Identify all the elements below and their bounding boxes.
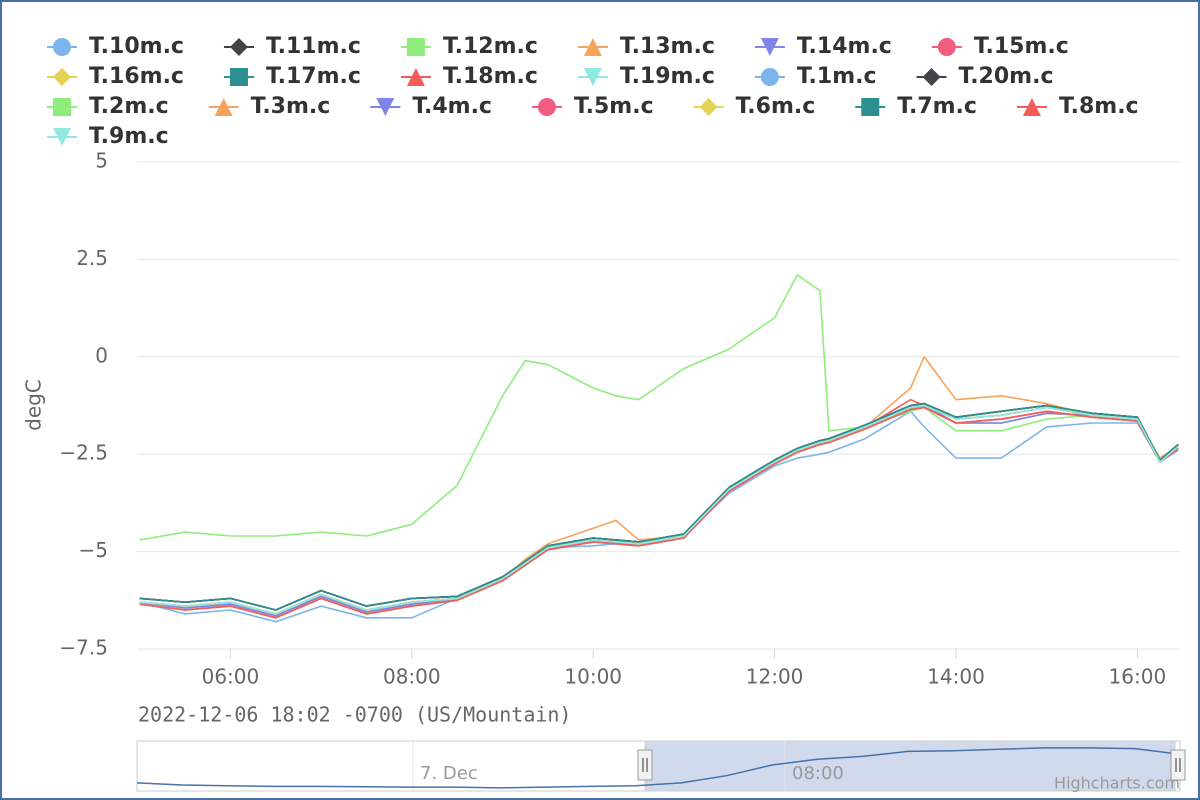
legend-label: T.13m.c bbox=[620, 34, 715, 59]
legend-symbol bbox=[1022, 98, 1041, 116]
legend-item[interactable]: T.7m.c bbox=[855, 94, 977, 119]
legend-symbol bbox=[537, 98, 556, 116]
series-line bbox=[139, 406, 1179, 619]
legend-item[interactable]: T.14m.c bbox=[754, 34, 892, 59]
legend-label: T.7m.c bbox=[897, 94, 977, 119]
series-line bbox=[139, 274, 1179, 541]
navigator-label: 7. Dec bbox=[420, 763, 478, 784]
legend-symbol bbox=[406, 68, 425, 86]
x-tick-label: 10:00 bbox=[564, 665, 622, 689]
legend-symbol bbox=[583, 38, 602, 56]
x-tick-label: 08:00 bbox=[383, 665, 441, 689]
navigator-range[interactable] bbox=[644, 740, 1176, 792]
legend-item[interactable]: T.13m.c bbox=[577, 34, 715, 59]
legend-label: T.18m.c bbox=[443, 64, 538, 89]
legend-symbol bbox=[861, 98, 880, 116]
legend-symbol bbox=[922, 68, 941, 86]
legend-item[interactable]: T.9m.c bbox=[47, 124, 169, 149]
series-line bbox=[139, 402, 1179, 611]
y-tick-label: −5 bbox=[79, 538, 108, 562]
legend-symbol bbox=[53, 98, 71, 116]
x-tick-label: 06:00 bbox=[202, 665, 260, 689]
legend-item[interactable]: T.5m.c bbox=[531, 94, 654, 119]
legend-item[interactable]: T.6m.c bbox=[693, 94, 816, 119]
legend-label: T.9m.c bbox=[89, 124, 169, 149]
navigator-line bbox=[136, 747, 1181, 789]
legend-label: T.11m.c bbox=[266, 34, 361, 59]
navigator-handle[interactable] bbox=[1170, 749, 1186, 781]
y-axis-title: degC bbox=[22, 379, 46, 431]
legend-label: T.6m.c bbox=[736, 94, 816, 119]
legend-symbol bbox=[214, 98, 233, 116]
legend-item[interactable]: T.20m.c bbox=[916, 64, 1054, 89]
legend-label: T.3m.c bbox=[251, 94, 331, 119]
legend-symbol bbox=[583, 68, 602, 86]
legend-item[interactable]: T.16m.c bbox=[47, 64, 184, 89]
y-tick-label: −7.5 bbox=[59, 636, 108, 660]
legend-symbol bbox=[406, 38, 425, 56]
legend-label: T.20m.c bbox=[959, 64, 1054, 89]
navigator-label: 08:00 bbox=[792, 763, 844, 784]
legend-symbol bbox=[760, 38, 779, 56]
legend-label: T.5m.c bbox=[574, 94, 654, 119]
y-tick-label: 5 bbox=[95, 149, 108, 173]
legend-symbol bbox=[53, 38, 71, 56]
credits[interactable]: Highcharts.com bbox=[1054, 774, 1180, 793]
legend-item[interactable]: T.11m.c bbox=[223, 34, 361, 59]
legend-item[interactable]: T.4m.c bbox=[370, 94, 492, 119]
series-line bbox=[139, 404, 1179, 615]
legend-label: T.2m.c bbox=[89, 94, 169, 119]
legend-item[interactable]: T.3m.c bbox=[208, 94, 331, 119]
legend-label: T.10m.c bbox=[89, 34, 184, 59]
legend-item[interactable]: T.19m.c bbox=[577, 64, 715, 89]
legend-label: T.17m.c bbox=[266, 64, 361, 89]
x-tick-label: 16:00 bbox=[1109, 665, 1167, 689]
legend-label: T.14m.c bbox=[797, 34, 892, 59]
legend-symbol bbox=[53, 68, 71, 86]
y-tick-label: 2.5 bbox=[76, 246, 108, 270]
legend-symbol bbox=[937, 38, 956, 56]
x-tick-label: 14:00 bbox=[927, 665, 985, 689]
subtitle: 2022-12-06 18:02 -0700 (US/Mountain) bbox=[138, 703, 571, 727]
y-tick-label: 0 bbox=[95, 343, 108, 367]
legend-symbol bbox=[376, 98, 395, 116]
legend-item[interactable]: T.8m.c bbox=[1016, 94, 1139, 119]
navigator-handle[interactable] bbox=[637, 749, 653, 781]
legend-item[interactable]: T.1m.c bbox=[754, 64, 877, 89]
y-tick-label: −2.5 bbox=[59, 441, 108, 465]
x-tick-label: 12:00 bbox=[746, 665, 804, 689]
legend-label: T.16m.c bbox=[89, 64, 184, 89]
legend-label: T.8m.c bbox=[1059, 94, 1139, 119]
legend-symbol bbox=[760, 68, 779, 86]
legend-item[interactable]: T.15m.c bbox=[931, 34, 1069, 59]
legend-symbol bbox=[229, 68, 248, 86]
legend-symbol bbox=[229, 38, 248, 56]
legend-item[interactable]: T.18m.c bbox=[400, 64, 538, 89]
legend-label: T.1m.c bbox=[797, 64, 877, 89]
legend-symbol bbox=[53, 128, 71, 146]
legend-label: T.4m.c bbox=[412, 94, 492, 119]
legend-item[interactable]: T.12m.c bbox=[400, 34, 538, 59]
legend-symbol bbox=[699, 98, 718, 116]
legend-item[interactable]: T.10m.c bbox=[47, 34, 184, 59]
legend-label: T.15m.c bbox=[974, 34, 1069, 59]
legend-label: T.12m.c bbox=[443, 34, 538, 59]
legend-item[interactable]: T.17m.c bbox=[223, 64, 361, 89]
legend-label: T.19m.c bbox=[620, 64, 715, 89]
legend-item[interactable]: T.2m.c bbox=[47, 94, 169, 119]
